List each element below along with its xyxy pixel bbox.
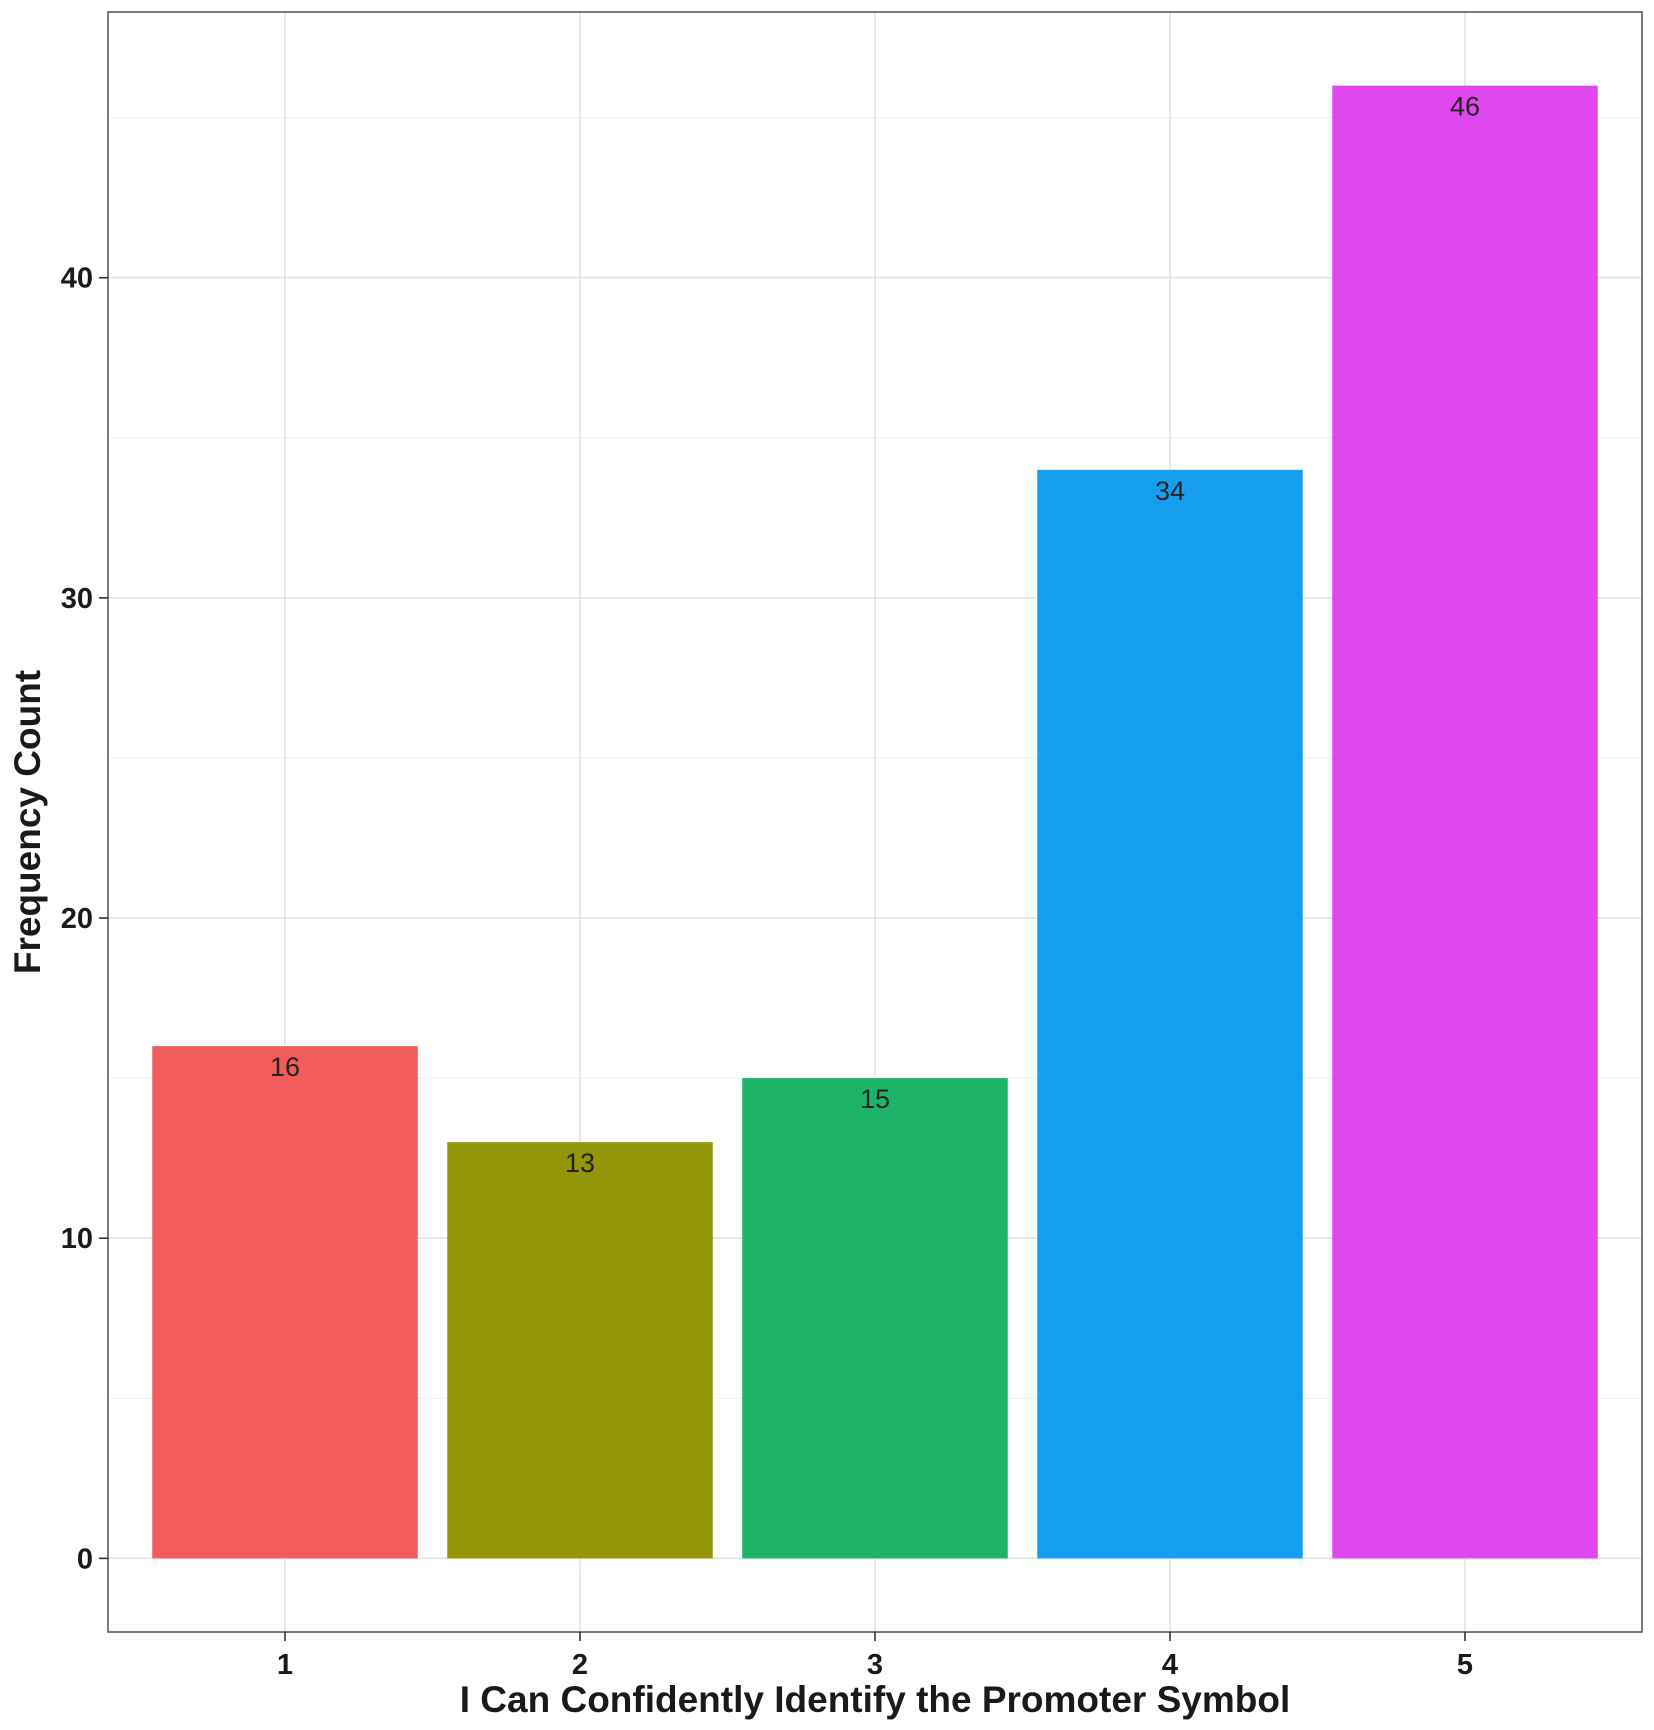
bar-4	[1037, 469, 1303, 1559]
bar-value-label: 15	[860, 1084, 890, 1114]
bar-value-label: 46	[1450, 92, 1480, 122]
y-tick-label: 20	[61, 903, 93, 935]
bar-value-label: 34	[1155, 476, 1185, 506]
x-tick-label: 2	[572, 1649, 588, 1681]
y-tick-label: 10	[61, 1223, 93, 1255]
y-tick-label: 40	[61, 263, 93, 295]
bars	[152, 85, 1598, 1559]
bar-1	[152, 1046, 418, 1559]
bar-5	[1332, 85, 1598, 1559]
bar-labels: 16 13 15 34 46	[270, 92, 1480, 1179]
x-tick-label: 4	[1162, 1649, 1178, 1681]
bar-3	[742, 1078, 1008, 1559]
y-axis: 0 10 20 30 40	[61, 263, 108, 1575]
x-axis: 1 2 3 4 5	[277, 1632, 1473, 1681]
x-tick-label: 5	[1457, 1649, 1473, 1681]
x-tick-label: 3	[867, 1649, 883, 1681]
y-tick-label: 30	[61, 583, 93, 615]
y-axis-title: Frequency Count	[7, 670, 48, 974]
x-tick-label: 1	[277, 1649, 293, 1681]
y-tick-label: 0	[77, 1543, 93, 1575]
x-axis-title: I Can Confidently Identify the Promoter …	[460, 1679, 1291, 1720]
bar-value-label: 16	[270, 1052, 300, 1082]
bar-value-label: 13	[565, 1148, 595, 1178]
bar-2	[447, 1142, 713, 1559]
